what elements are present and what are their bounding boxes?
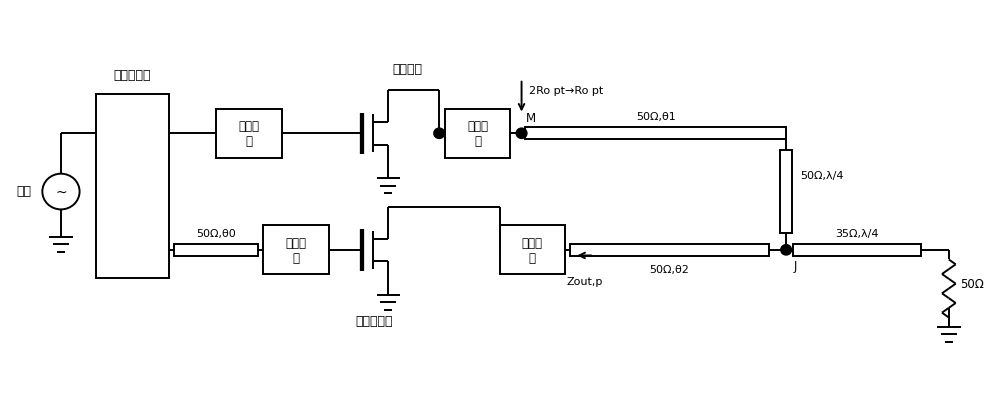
Bar: [793, 244, 921, 256]
Text: 辅助放大器: 辅助放大器: [356, 314, 393, 327]
Text: 50Ω: 50Ω: [961, 277, 984, 290]
Text: ~: ~: [55, 185, 67, 199]
Text: 输入功分器: 输入功分器: [114, 69, 151, 81]
Text: Zout,p: Zout,p: [566, 276, 602, 286]
Text: 输入匹
配: 输入匹 配: [239, 120, 260, 148]
Text: 主放大器: 主放大器: [392, 63, 422, 76]
Text: 50Ω,θ1: 50Ω,θ1: [636, 112, 676, 122]
Bar: [96, 95, 169, 278]
Text: 输出匹
配: 输出匹 配: [467, 120, 488, 148]
Text: 35Ω,λ/4: 35Ω,λ/4: [835, 228, 879, 238]
Bar: [216, 109, 282, 158]
Text: 输入: 输入: [17, 184, 32, 198]
Bar: [525, 128, 786, 140]
Bar: [445, 109, 510, 158]
Text: 输入匹
配: 输入匹 配: [286, 236, 307, 264]
Text: M: M: [525, 111, 536, 125]
Text: 50Ω,θ2: 50Ω,θ2: [649, 264, 689, 274]
Bar: [500, 226, 565, 275]
Text: 50Ω,λ/4: 50Ω,λ/4: [800, 170, 843, 180]
Text: DM: DM: [443, 111, 462, 125]
Circle shape: [516, 129, 527, 139]
Text: J: J: [794, 259, 797, 273]
Bar: [174, 244, 258, 256]
Text: 输出匹
配: 输出匹 配: [522, 236, 543, 264]
Circle shape: [781, 245, 792, 255]
Bar: [780, 151, 792, 233]
Text: 2Ro pt→Ro pt: 2Ro pt→Ro pt: [529, 86, 604, 96]
Bar: [263, 226, 329, 275]
Circle shape: [434, 129, 445, 139]
Text: 50Ω,θ0: 50Ω,θ0: [196, 228, 236, 238]
Bar: [570, 244, 769, 256]
